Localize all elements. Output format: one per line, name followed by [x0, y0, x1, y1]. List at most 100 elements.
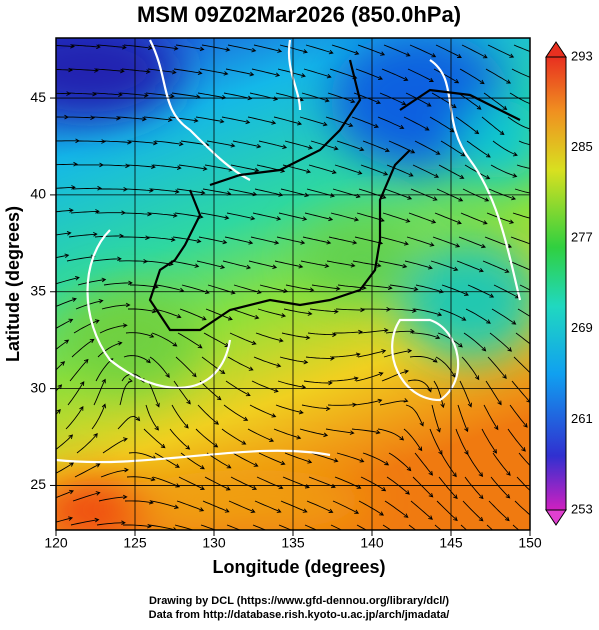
streamline	[257, 308, 287, 318]
streamline	[275, 404, 304, 415]
streamline	[455, 116, 480, 135]
streamline	[510, 236, 530, 245]
streamline	[56, 67, 73, 73]
streamline	[56, 339, 70, 350]
streamline	[281, 332, 311, 340]
streamline	[305, 356, 335, 361]
streamline	[466, 140, 491, 158]
streamline	[412, 164, 440, 178]
streamline	[251, 380, 279, 393]
streamline	[307, 332, 337, 338]
streamline	[154, 140, 184, 147]
streamline	[330, 524, 343, 530]
streamline	[149, 356, 170, 378]
streamline	[385, 328, 415, 334]
streamline	[56, 434, 74, 450]
streamline	[103, 280, 133, 286]
streamline	[273, 428, 302, 440]
streamline	[483, 404, 499, 431]
streamline	[93, 378, 106, 406]
streamline	[99, 323, 128, 334]
streamline	[206, 452, 232, 469]
streamline	[253, 44, 283, 53]
colorbar	[545, 56, 567, 511]
streamline	[232, 140, 262, 149]
streamline	[74, 463, 101, 478]
y-tick-label: 30	[30, 379, 46, 395]
streamline	[388, 452, 412, 472]
streamline	[252, 212, 282, 221]
streamline	[175, 44, 205, 52]
streamline	[460, 524, 468, 530]
streamline	[70, 517, 100, 526]
y-tick-label: 40	[30, 186, 46, 202]
streamline	[252, 524, 267, 530]
streamline	[310, 452, 339, 463]
streamline	[230, 476, 258, 490]
streamline	[334, 164, 363, 175]
streamline	[56, 361, 66, 371]
streamline	[513, 356, 530, 374]
streamline	[325, 116, 354, 128]
streamline	[413, 308, 443, 317]
streamline	[70, 209, 100, 214]
streamline	[415, 284, 444, 294]
streamline	[516, 476, 530, 492]
streamline	[169, 428, 191, 450]
streamline	[56, 230, 72, 236]
streamline	[407, 379, 432, 393]
streamline	[285, 284, 315, 292]
streamline	[69, 68, 99, 73]
streamline	[71, 44, 101, 50]
streamline	[353, 398, 383, 406]
x-axis-label: Longitude (degrees)	[212, 557, 385, 577]
streamline	[122, 211, 152, 217]
colorbar-tick-label: 261	[571, 411, 593, 426]
streamline	[377, 428, 405, 441]
streamline	[65, 406, 84, 430]
streamline	[143, 116, 173, 123]
streamline	[178, 164, 208, 171]
streamline	[227, 44, 257, 53]
streamline	[56, 208, 74, 213]
streamline	[152, 164, 182, 171]
streamline	[149, 44, 179, 51]
title: MSM 09Z02Mar2026 (850.0hPa)	[137, 2, 461, 27]
streamline	[253, 356, 282, 368]
streamline	[461, 44, 488, 59]
y-tick-label: 35	[30, 282, 46, 298]
streamline	[516, 164, 530, 169]
streamline	[311, 284, 341, 291]
streamline	[148, 524, 177, 530]
streamline	[230, 164, 260, 173]
streamline	[512, 524, 520, 530]
streamline	[147, 380, 160, 408]
streamline	[482, 260, 510, 273]
streamline	[383, 348, 413, 358]
streamline	[145, 404, 159, 431]
streamline	[231, 308, 260, 320]
streamline	[301, 404, 331, 412]
streamline	[197, 404, 220, 425]
streamline	[176, 500, 205, 512]
streamline	[326, 260, 356, 268]
streamline	[304, 212, 334, 222]
streamline	[56, 185, 76, 190]
streamline	[486, 212, 515, 224]
streamline	[173, 380, 191, 405]
streamline	[102, 139, 132, 145]
streamline	[518, 140, 530, 146]
streamline	[195, 116, 225, 124]
streamline	[462, 500, 484, 522]
streamline	[174, 524, 200, 530]
streamline	[387, 308, 417, 313]
streamline	[306, 500, 334, 513]
streamline	[145, 92, 175, 99]
streamline	[77, 277, 107, 286]
streamline	[178, 476, 205, 490]
streamline	[125, 332, 155, 338]
y-tick-label: 45	[30, 89, 46, 105]
streamline	[325, 428, 355, 435]
streamline	[283, 308, 313, 316]
streamline	[143, 428, 166, 449]
